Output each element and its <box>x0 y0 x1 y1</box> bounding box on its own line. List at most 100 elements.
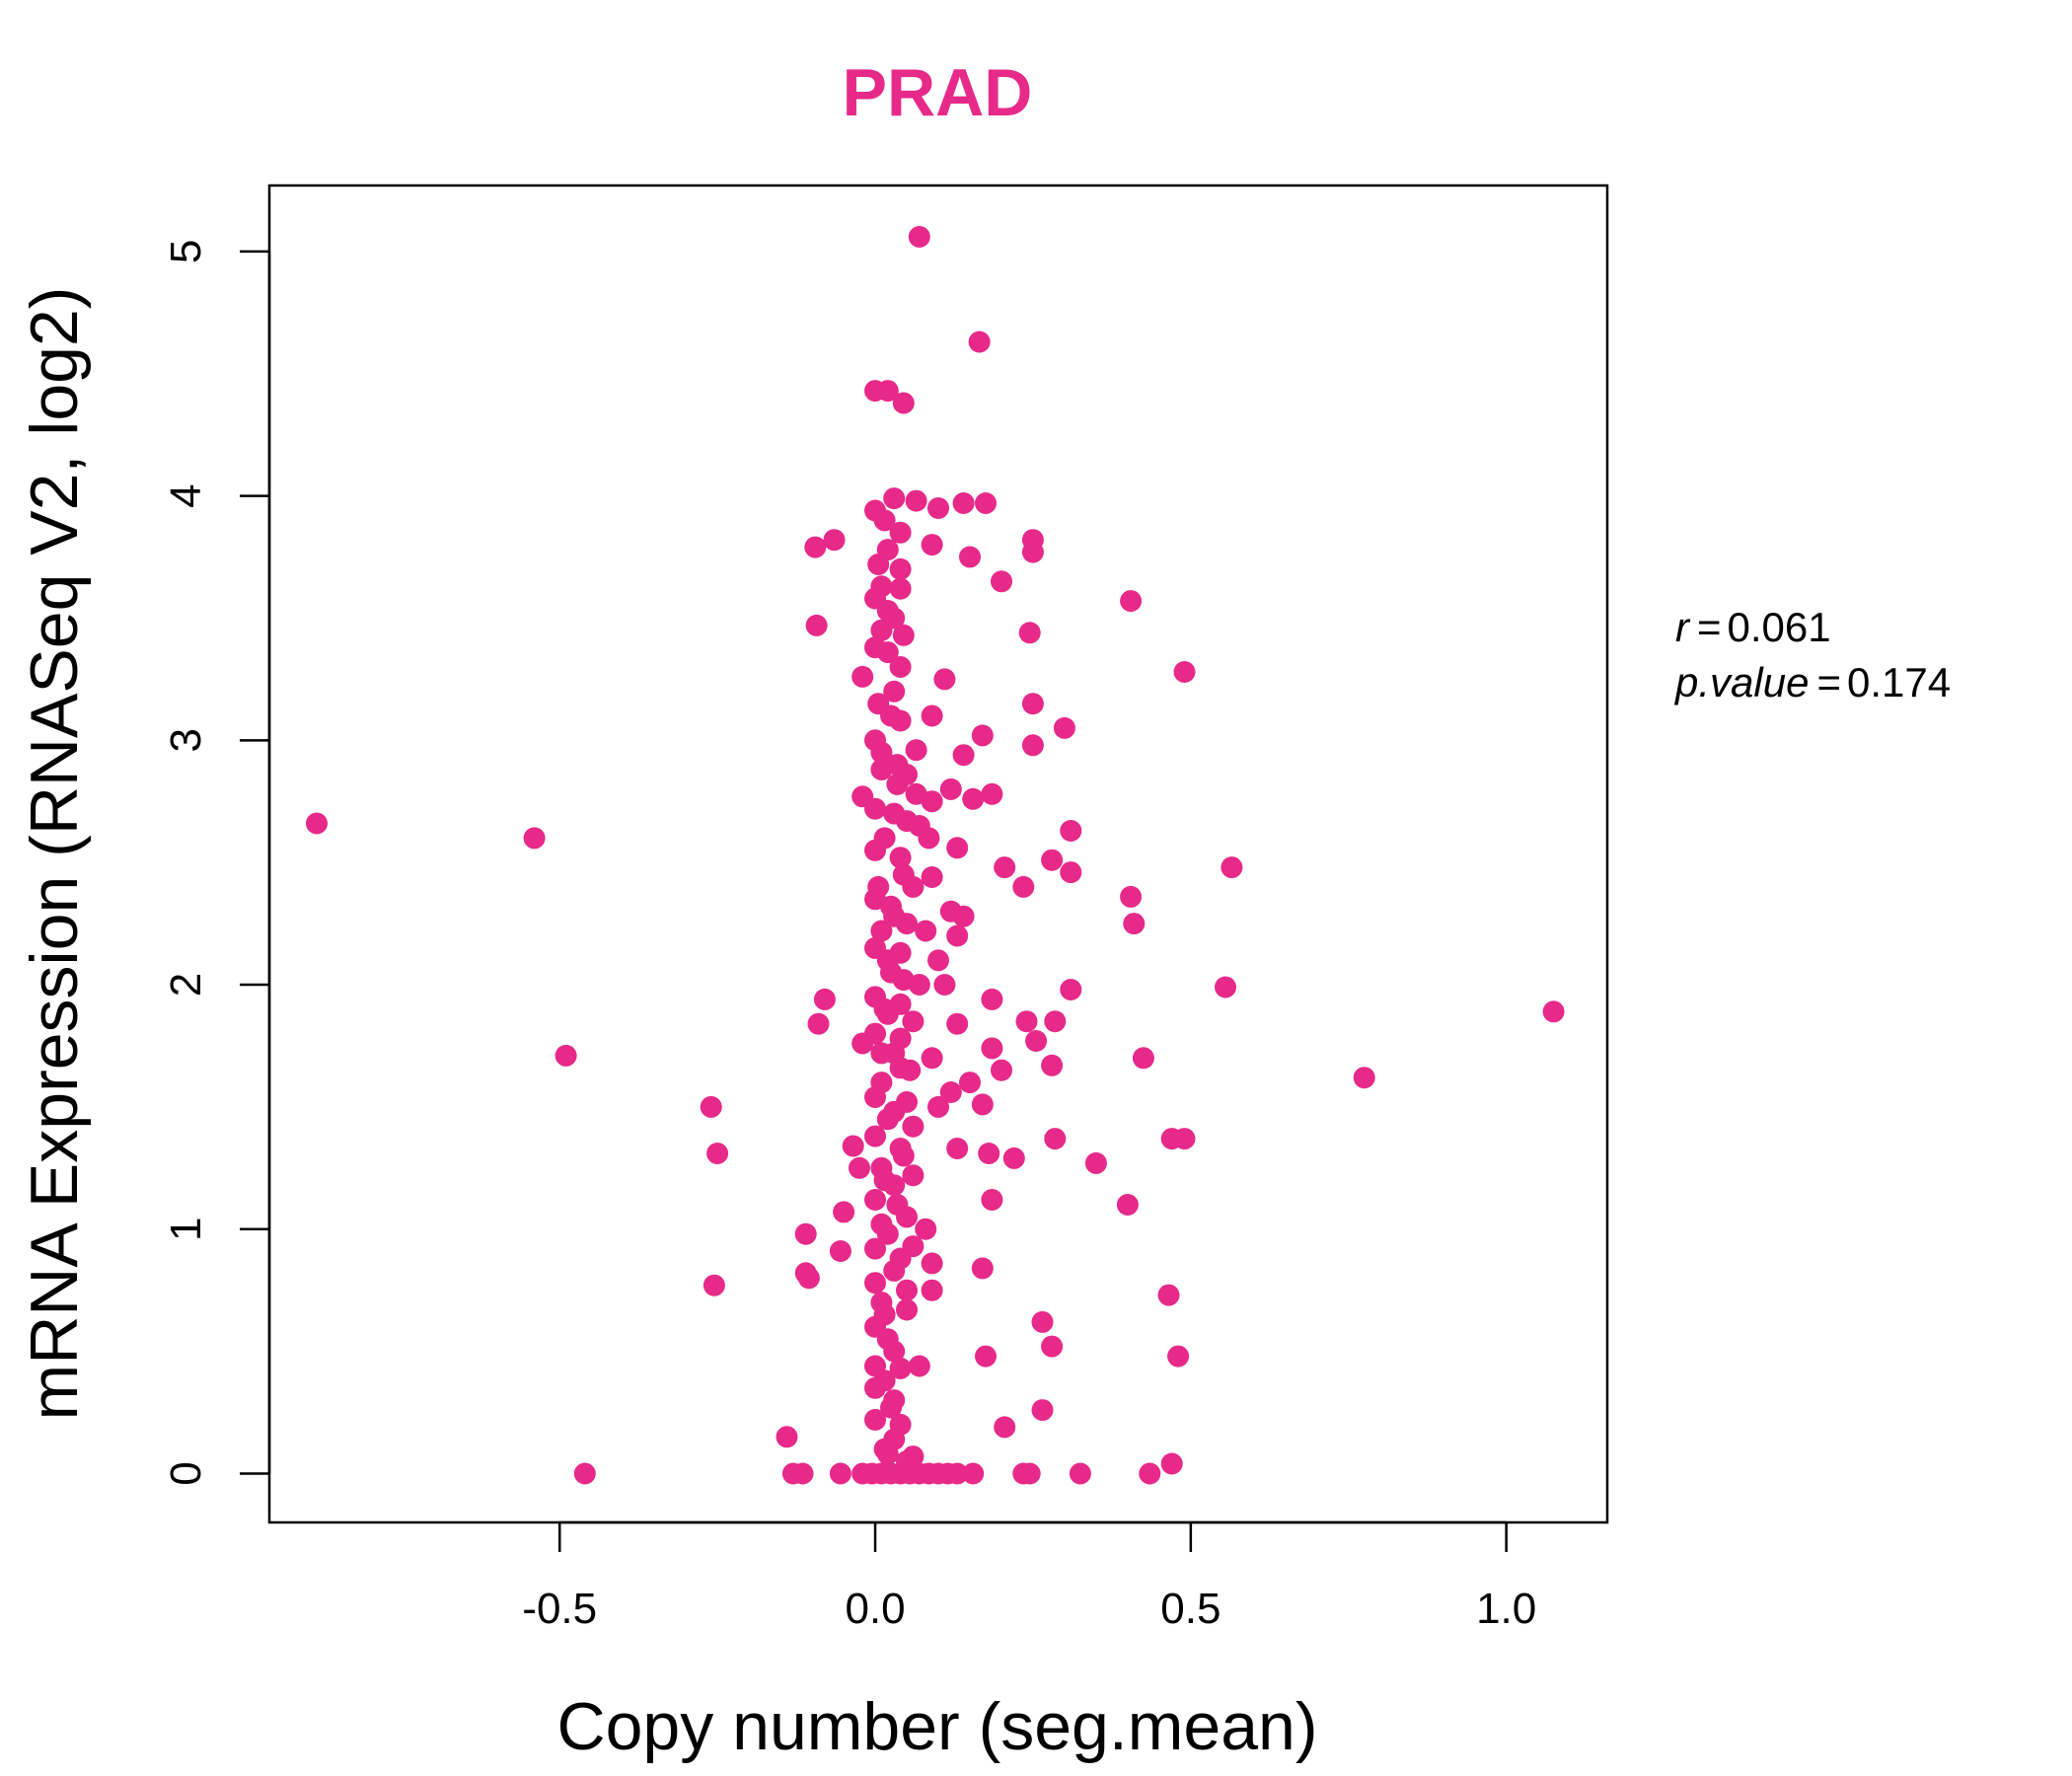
data-point <box>870 575 893 598</box>
data-point <box>883 607 906 629</box>
data-point <box>306 812 328 835</box>
data-point <box>1021 693 1044 715</box>
data-point <box>813 988 836 1010</box>
x-axis-label: Copy number (seg.mean) <box>556 1689 1317 1764</box>
data-point <box>883 487 906 510</box>
data-point <box>1132 1047 1154 1070</box>
data-point <box>921 790 943 813</box>
data-point <box>1173 661 1196 683</box>
data-point <box>1160 1452 1183 1475</box>
data-point <box>975 492 997 514</box>
data-point <box>971 724 994 747</box>
y-axis-label: mRNA Expression (RNASeq V2, log2) <box>17 287 92 1421</box>
data-point <box>991 570 1012 593</box>
data-point <box>892 863 915 886</box>
data-point <box>889 577 912 600</box>
data-point <box>883 1042 906 1065</box>
data-point <box>889 847 912 869</box>
data-point <box>851 1032 874 1055</box>
p-value-stat: p.value = 0.174 <box>1673 659 1951 705</box>
data-point <box>1120 885 1143 908</box>
data-point <box>889 656 912 678</box>
data-point <box>892 624 915 646</box>
data-point <box>952 744 975 767</box>
data-point <box>849 1156 870 1179</box>
data-point <box>876 949 899 972</box>
data-point <box>1221 856 1243 879</box>
y-tick-label: 0 <box>162 1461 210 1485</box>
data-point <box>952 905 975 927</box>
data-point <box>962 1462 985 1485</box>
data-point <box>823 529 846 552</box>
data-point <box>921 1279 943 1301</box>
y-axis: 0 1 2 3 4 5 <box>162 240 271 1486</box>
y-tick-label: 2 <box>162 973 210 997</box>
x-axis: -0.5 0.0 0.5 1.0 <box>522 1520 1536 1633</box>
data-point <box>899 1059 922 1081</box>
data-point <box>876 380 899 403</box>
data-point <box>880 1396 902 1419</box>
data-point <box>864 1409 886 1431</box>
data-point <box>873 1369 896 1392</box>
data-point <box>886 773 909 795</box>
r-stat-label: r <box>1675 604 1691 650</box>
data-point <box>864 636 886 659</box>
data-point <box>981 1189 1003 1211</box>
data-point <box>873 827 896 850</box>
plot-frame <box>267 184 1609 1524</box>
r-stat-value: 0.061 <box>1728 604 1831 650</box>
data-point <box>892 392 915 414</box>
data-point <box>791 1462 814 1485</box>
data-point <box>1012 875 1035 898</box>
points-layer <box>306 226 1565 1485</box>
data-point <box>1041 1054 1064 1076</box>
data-point <box>829 1462 851 1485</box>
data-point <box>873 1303 896 1326</box>
data-point <box>1015 1010 1038 1033</box>
data-point <box>1215 976 1236 999</box>
data-point <box>1041 849 1064 871</box>
data-point <box>892 969 915 992</box>
data-point <box>1018 1462 1041 1485</box>
data-point <box>1021 541 1044 563</box>
chart-title: PRAD <box>843 55 1033 130</box>
data-point <box>933 974 956 996</box>
data-point <box>883 1259 906 1282</box>
data-point <box>870 1072 893 1094</box>
data-point <box>555 1044 577 1067</box>
data-point <box>867 554 890 575</box>
data-point <box>864 797 886 820</box>
data-point <box>1060 861 1082 884</box>
data-point <box>892 1145 915 1167</box>
y-tick-label: 3 <box>162 728 210 752</box>
data-point <box>851 665 874 688</box>
data-point <box>946 837 969 859</box>
data-point <box>833 1201 855 1223</box>
data-point <box>921 1252 943 1275</box>
data-point <box>1031 1310 1054 1333</box>
data-point <box>880 704 902 727</box>
data-point <box>952 492 975 514</box>
data-point <box>994 1416 1016 1439</box>
data-point <box>794 1222 817 1245</box>
data-point <box>933 668 956 691</box>
data-point <box>915 1218 937 1240</box>
data-point <box>1084 1151 1107 1174</box>
data-point <box>927 1095 949 1118</box>
data-point <box>896 1279 918 1301</box>
data-point <box>873 998 896 1020</box>
data-point <box>959 1072 981 1094</box>
data-point <box>908 1355 930 1377</box>
data-point <box>1173 1128 1196 1150</box>
data-point <box>981 782 1003 805</box>
data-point <box>1120 590 1143 613</box>
data-point <box>946 925 969 947</box>
data-point <box>921 1047 943 1070</box>
x-tick-label: 0.5 <box>1160 1585 1221 1633</box>
r-stat: r = 0.061 <box>1675 604 1831 650</box>
data-point <box>842 1135 864 1157</box>
data-point <box>804 536 827 558</box>
data-point <box>1044 1128 1067 1150</box>
data-point <box>807 1012 830 1035</box>
r-stat-equals: = <box>1697 604 1722 650</box>
